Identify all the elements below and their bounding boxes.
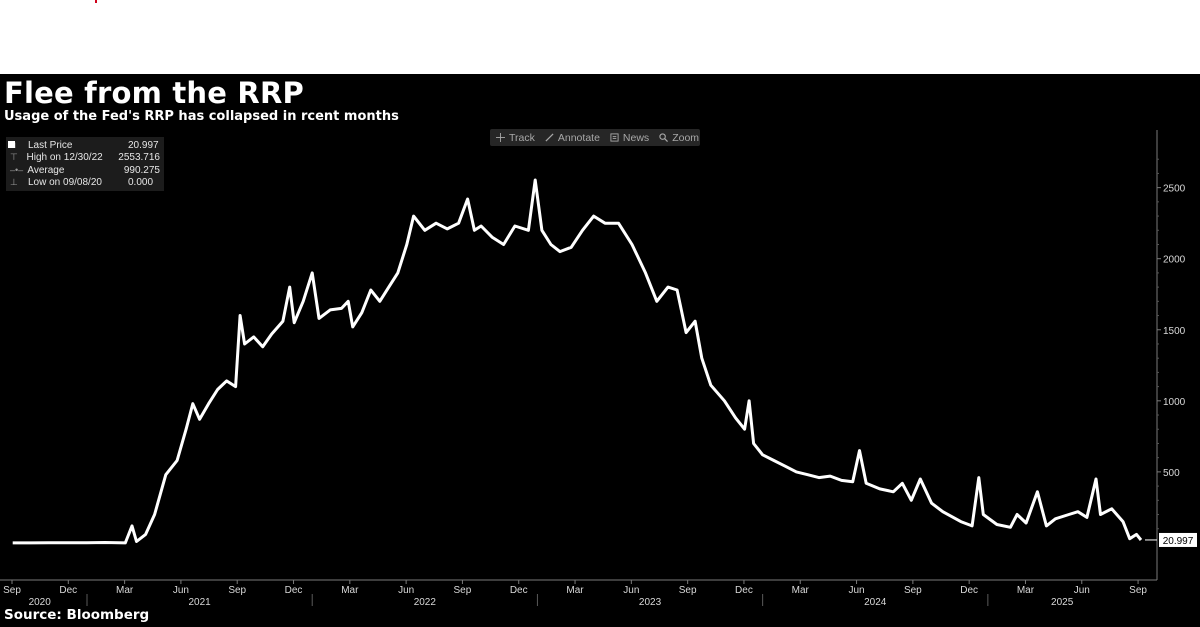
track-label: Track (509, 131, 535, 144)
x-tick-label: Mar (566, 585, 584, 596)
legend-box: □ Last Price 20.997 ⊤ High on 12/30/22 2… (6, 137, 164, 191)
x-tick-label: Jun (848, 585, 864, 596)
x-year-label: 2024 (864, 597, 887, 608)
x-tick-label: Sep (454, 585, 472, 596)
crosshair-icon (496, 133, 505, 142)
low-marker-icon: ⊥ (10, 177, 18, 188)
legend-row-average: –•– Average 990.275 (10, 164, 160, 177)
y-tick-label: 500 (1163, 468, 1180, 479)
pencil-icon (545, 133, 554, 142)
legend-label: Last Price (28, 139, 73, 151)
legend-value: 20.997 (128, 139, 159, 151)
x-year-label: 2025 (1051, 597, 1074, 608)
legend-label: Low on 09/08/20 (28, 177, 102, 189)
news-button[interactable]: News (610, 132, 649, 144)
x-tick-label: Jun (398, 585, 414, 596)
x-tick-label: Mar (341, 585, 359, 596)
y-tick-label: 1500 (1163, 326, 1186, 337)
magnifier-icon (659, 133, 669, 142)
x-tick-label: Jun (173, 585, 189, 596)
x-tick-label: Dec (735, 585, 753, 596)
news-label: News (622, 131, 650, 144)
last-value-box (1159, 532, 1197, 547)
x-tick-label: Mar (1017, 585, 1035, 596)
annotate-label: Annotate (557, 131, 600, 144)
x-tick-label: Dec (510, 585, 528, 596)
x-tick-label: Jun (623, 585, 639, 596)
legend-row-low: ⊥ Low on 09/08/20 0.000 (10, 177, 160, 190)
rrp-series-line (12, 178, 1143, 545)
news-icon (610, 133, 619, 142)
chart-panel (0, 74, 1200, 627)
x-tick-label: Mar (116, 585, 134, 596)
last-price-swatch-icon: □ (8, 140, 28, 150)
red-mark (95, 0, 97, 3)
legend-row-high: ⊤ High on 12/30/22 2553.716 (10, 152, 160, 165)
x-tick-label: Sep (1129, 585, 1147, 596)
legend-row-last-price: □ Last Price 20.997 (8, 139, 160, 152)
chart-toolbar: Track Annotate News Zoom (490, 129, 700, 146)
zoom-button[interactable]: Zoom (659, 132, 699, 144)
x-tick-label: Sep (228, 585, 246, 596)
x-year-label: 2022 (414, 597, 437, 608)
legend-value: 2553.716 (118, 152, 160, 164)
legend-label: Average (27, 164, 65, 176)
average-line-icon: –•– (10, 165, 24, 176)
y-tick-label: 2500 (1163, 184, 1186, 195)
y-tick-label: 1000 (1163, 397, 1186, 408)
chart-subtitle: Usage of the Fed's RRP has collapsed in … (4, 109, 399, 124)
legend-label: High on 12/30/22 (26, 152, 103, 164)
x-year-label: 2020 (29, 597, 52, 608)
annotate-button[interactable]: Annotate (545, 132, 600, 144)
x-tick-label: Dec (285, 585, 303, 596)
top-margin (0, 0, 1200, 74)
high-marker-icon: ⊤ (10, 152, 18, 163)
x-tick-label: Sep (679, 585, 697, 596)
x-tick-label: Sep (3, 585, 21, 596)
source-note: Source: Bloomberg (4, 607, 150, 623)
x-tick-label: Sep (904, 585, 922, 596)
last-value-label: 20.997 (1163, 536, 1194, 547)
x-year-label: 2021 (188, 597, 211, 608)
x-tick-label: Jun (1074, 585, 1090, 596)
y-tick-label: 2000 (1163, 255, 1186, 266)
x-tick-label: Mar (792, 585, 810, 596)
x-year-label: 2023 (639, 597, 662, 608)
legend-value: 990.275 (123, 164, 160, 176)
zoom-label: Zoom (672, 131, 700, 144)
chart-title: Flee from the RRP (4, 76, 304, 110)
track-button[interactable]: Track (496, 132, 535, 144)
x-tick-label: Dec (59, 585, 77, 596)
x-tick-label: Dec (960, 585, 978, 596)
legend-value: 0.000 (128, 177, 154, 189)
